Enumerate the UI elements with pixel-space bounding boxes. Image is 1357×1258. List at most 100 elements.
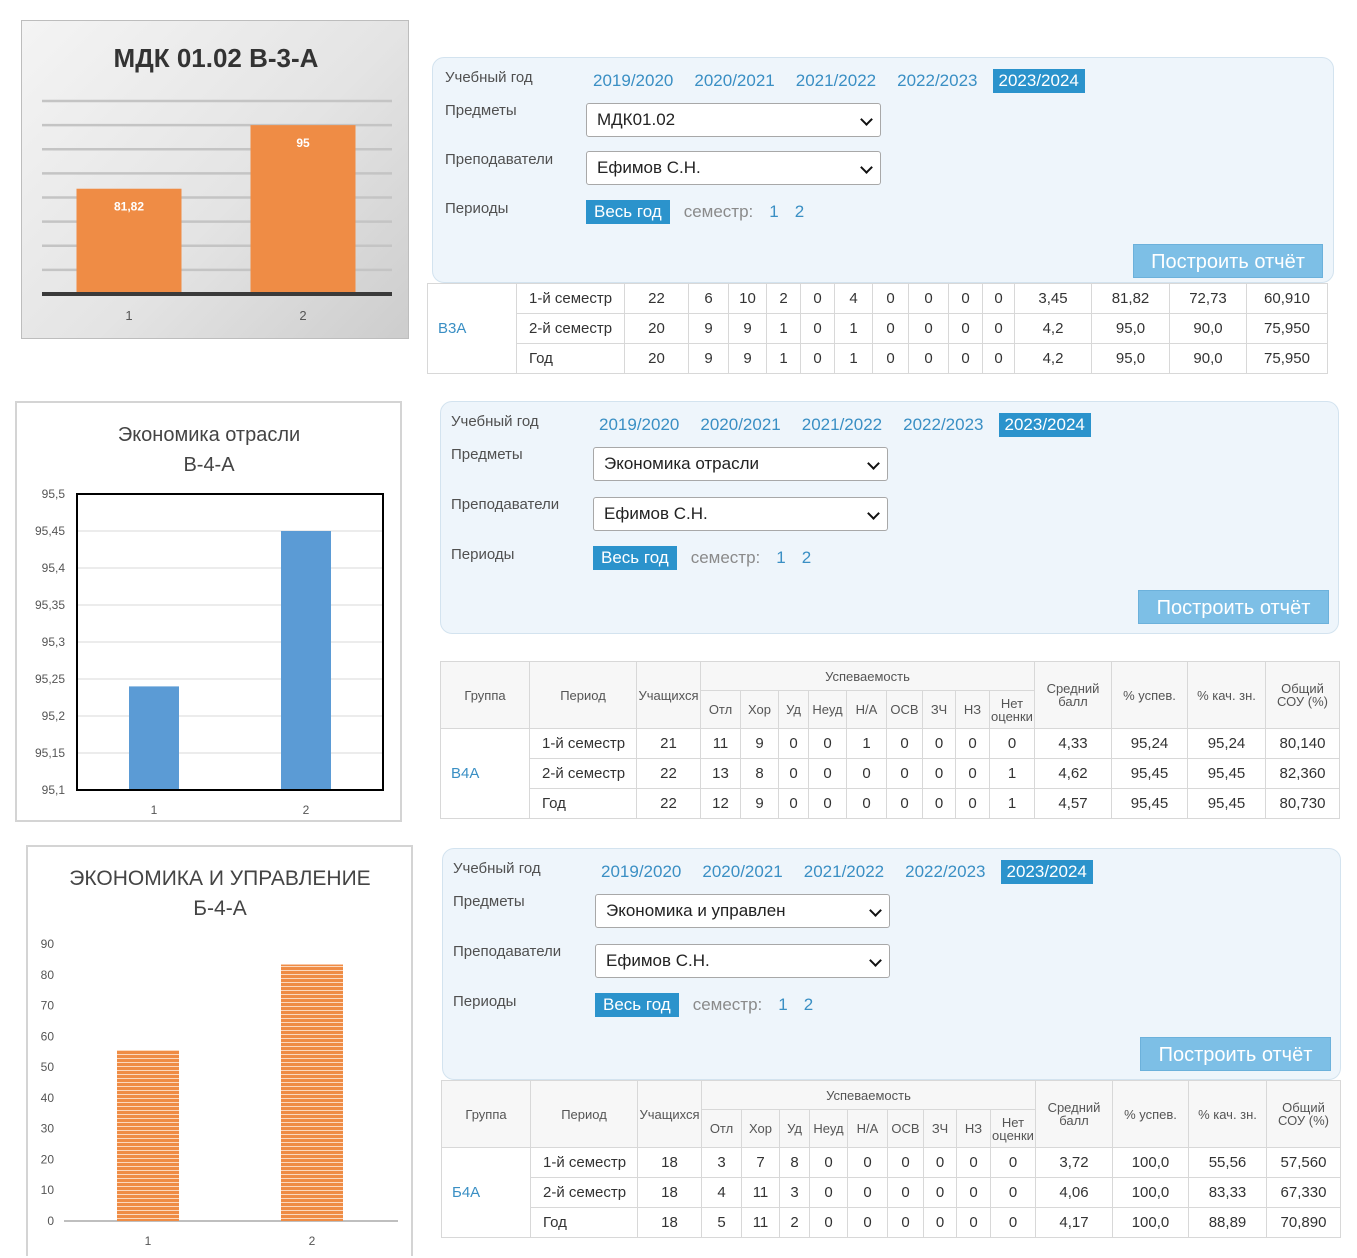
cell: 0 [800,283,835,314]
year-tab[interactable]: 2020/2021 [702,862,783,881]
y-tick-label: 95,5 [42,487,66,501]
bar [76,188,182,294]
group-link[interactable]: Б4А [441,1147,531,1238]
table-row: 2-й семестр 22 13 8 0 0 0 0 0 0 1 4,62 9… [441,758,1340,789]
cell: 55,56 [1188,1147,1267,1178]
bar [281,964,343,1221]
cell: 95,45 [1187,788,1266,819]
subject-select[interactable]: Экономика отрасли [593,447,888,481]
cell: 0 [887,1207,924,1238]
periods-label: Периоды [453,993,517,1010]
semester-2-link[interactable]: 2 [803,995,814,1014]
year-tab[interactable]: 2019/2020 [599,415,680,434]
report-table-3: Группа Период Учащихся Успеваемость Сред… [441,1080,1341,1238]
year-tab[interactable]: 2020/2021 [694,71,775,90]
year-tab-active[interactable]: 2023/2024 [992,69,1085,93]
group-link[interactable]: В4А [440,728,530,819]
group-link[interactable]: В3А [427,283,517,374]
semester-2-link[interactable]: 2 [801,548,812,567]
build-report-button[interactable]: Построить отчёт [1138,590,1329,624]
cell: 2 [779,1207,810,1238]
teacher-select[interactable]: Ефимов С.Н. [595,944,890,978]
chevron-down-icon [860,113,873,126]
cell: 95,0 [1091,343,1170,374]
period-cell: 2-й семестр [516,313,625,344]
period-cell: 2-й семестр [529,758,637,789]
col-group: Группа [441,1080,531,1148]
cell: 0 [955,728,990,759]
subject-select[interactable]: Экономика и управлен [595,894,890,928]
cell: 0 [808,758,847,789]
period-selector: Весь год семестр: 1 2 [586,200,804,224]
year-tab-active[interactable]: 2023/2024 [1000,860,1093,884]
year-tab[interactable]: 2021/2022 [801,415,883,434]
whole-year-button[interactable]: Весь год [586,200,670,224]
cell: 0 [923,1177,957,1208]
col-students: Учащихся [637,1080,702,1148]
year-tab[interactable]: 2021/2022 [795,71,877,90]
cell: 0 [948,343,983,374]
col-progress: Успеваемость [700,661,1035,691]
cell: 67,330 [1266,1177,1341,1208]
col-students: Учащихся [636,661,701,729]
report-table-1: В3А 1-й семестр 22 6 10 2 0 4 0 0 0 0 3,… [427,283,1328,374]
year-tabs: 2019/2020 2020/2021 2021/2022 2022/2023 … [593,413,1100,437]
year-tab[interactable]: 2021/2022 [803,862,885,881]
period-cell: 1-й семестр [529,728,637,759]
cell: 13 [700,758,741,789]
year-tab-active[interactable]: 2023/2024 [998,413,1091,437]
year-tab[interactable]: 2019/2020 [601,862,682,881]
year-tab[interactable]: 2022/2023 [897,71,978,90]
semester-1-link[interactable]: 1 [778,995,788,1014]
cell: 8 [740,758,779,789]
period-cell: 2-й семестр [530,1177,638,1208]
data-label: 81,82 [114,200,144,214]
col-hor: Хор [741,1109,780,1148]
year-tab[interactable]: 2022/2023 [903,415,984,434]
cell: 70,890 [1266,1207,1341,1238]
col-sou: Общий СОУ (%) [1266,1080,1341,1148]
col-avg: Средний балл [1034,661,1112,729]
cell: 9 [740,788,779,819]
chevron-down-icon [860,161,873,174]
cell: 0 [809,1147,848,1178]
bar-chart-economics-industry: Экономика отрасли В-4-А 95,5 95,45 95,4 95,… [35,424,384,817]
whole-year-button[interactable]: Весь год [595,993,679,1017]
year-tab[interactable]: 2022/2023 [905,862,986,881]
teacher-select[interactable]: Ефимов С.Н. [593,497,888,531]
semester-2-link[interactable]: 2 [794,202,805,221]
col-pct-quality: % кач. зн. [1187,661,1266,729]
cell: 18 [637,1207,702,1238]
col-ud: Уд [779,1109,810,1148]
cell: 100,0 [1112,1177,1189,1208]
teacher-select-value: Ефимов С.Н. [597,158,701,177]
cell: 7 [741,1147,780,1178]
subject-select[interactable]: МДК01.02 [586,103,881,137]
period-cell: 1-й семестр [516,283,625,314]
cell: 1 [989,788,1035,819]
cell: 60,910 [1246,283,1328,314]
teacher-select[interactable]: Ефимов С.Н. [586,151,881,185]
cell: 0 [886,788,923,819]
y-tick-label: 95,1 [42,783,66,797]
cell: 10 [728,283,767,314]
semester-label: семестр: [690,548,761,567]
whole-year-button[interactable]: Весь год [593,546,677,570]
cell: 9 [740,728,779,759]
col-period: Период [529,661,637,729]
report-filter-panel-1: Учебный год 2019/2020 2020/2021 2021/202… [432,57,1334,283]
build-report-button[interactable]: Построить отчёт [1140,1037,1331,1071]
cell: 0 [778,758,809,789]
semester-1-link[interactable]: 1 [776,548,786,567]
table-row: Год 18 5 11 2 0 0 0 0 0 0 4,17 100,0 88,… [442,1207,1341,1238]
academic-year-label: Учебный год [445,69,533,86]
semester-1-link[interactable]: 1 [769,202,779,221]
build-report-button[interactable]: Построить отчёт [1133,244,1323,278]
cell: 0 [886,758,923,789]
cell: 0 [872,283,909,314]
year-tab[interactable]: 2020/2021 [700,415,781,434]
year-tab[interactable]: 2019/2020 [593,71,674,90]
academic-year-label: Учебный год [451,413,539,430]
bar-chart-mdk: МДК 01.02 В-3-А 81,82 1 95 2 [42,43,392,323]
chevron-down-icon [867,507,880,520]
